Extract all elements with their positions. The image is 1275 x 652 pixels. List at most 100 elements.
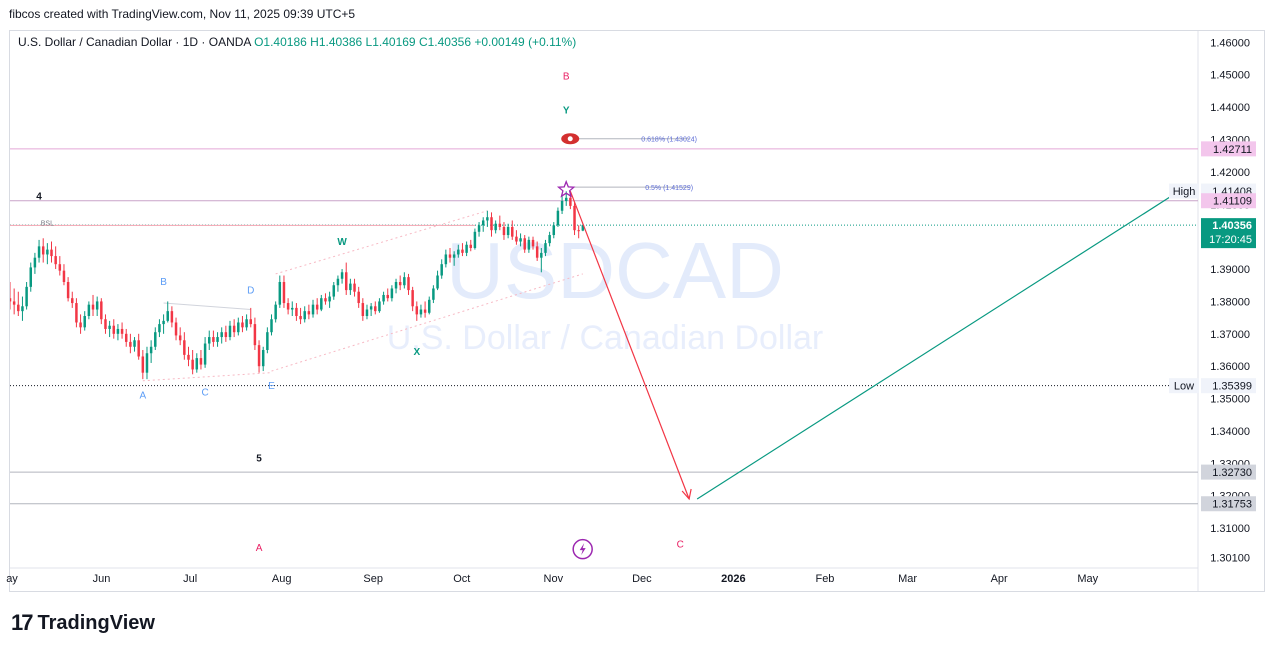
y-tick-label: 1.34000 (1210, 426, 1250, 438)
candle-body (540, 252, 543, 258)
candle-body (154, 332, 157, 347)
candle-body (556, 210, 560, 226)
candle-body (311, 304, 315, 315)
wave-label-13: E (268, 381, 275, 392)
legend-open: O1.40186 (254, 35, 307, 49)
candle-body (257, 345, 261, 367)
candle-body (95, 301, 99, 310)
wave-label-10: B (160, 277, 167, 288)
wave-label-12: D (247, 285, 254, 296)
price-label-box-4 (1201, 378, 1256, 394)
candle-body (469, 244, 473, 248)
projection-down-arrowhead (681, 488, 692, 501)
candle-body (249, 319, 253, 325)
candle-body (10, 298, 12, 302)
x-tick-label: Dec (632, 573, 652, 585)
x-tick-label: Feb (815, 573, 834, 585)
channel-line-0 (275, 210, 488, 275)
price-label-box-6 (1201, 496, 1256, 512)
candle-body (448, 254, 452, 258)
watermark-ticker: USDCAD (446, 226, 784, 315)
candle-body (25, 286, 28, 307)
y-tick-label: 1.42000 (1210, 167, 1250, 179)
candle-body (291, 307, 294, 310)
candle-body (461, 249, 464, 253)
wave-label-2: W (337, 237, 347, 248)
candle-body (162, 320, 165, 325)
legend-close: C1.40356 (418, 35, 471, 49)
candle-body (365, 309, 369, 317)
candle-body (560, 201, 564, 211)
chart-credit: fibcos created with TradingView.com, Nov… (9, 7, 356, 21)
candle-body (419, 309, 423, 315)
price-label-box-3 (1201, 218, 1256, 249)
star-marker-icon (556, 179, 576, 198)
candle-body (415, 306, 419, 315)
candle-body (253, 324, 257, 346)
candle-body (50, 249, 53, 257)
y-tick-label: 1.39000 (1210, 264, 1250, 276)
candle-body (79, 322, 82, 328)
candle-body (170, 311, 174, 323)
candle-body (523, 238, 526, 250)
candle-body (220, 332, 223, 338)
candle-body (527, 239, 531, 250)
candle-body (320, 298, 323, 310)
candle-body (62, 270, 66, 282)
candle-body (361, 303, 365, 317)
x-tick-label: Jun (93, 573, 111, 585)
projection-down-arrow (569, 191, 690, 500)
symbol-legend: U.S. Dollar / Canadian Dollar · 1D · OAN… (18, 35, 576, 49)
candle-body (440, 264, 443, 276)
wave-label-1: Y (563, 106, 570, 117)
brand-name: TradingView (37, 611, 155, 634)
legend-symbol: U.S. Dollar / Canadian Dollar · 1D · OAN… (18, 35, 251, 49)
candle-body (91, 304, 95, 310)
candle-body (486, 217, 489, 221)
candle-body (481, 220, 485, 226)
x-tick-label: Aug (272, 573, 292, 585)
wave-label-5: BSL (41, 220, 54, 227)
candle-body (29, 267, 33, 287)
candle-body (436, 275, 439, 289)
candle-body (232, 325, 236, 333)
candle-body (307, 311, 311, 315)
y-tick-label: 1.37000 (1210, 329, 1250, 341)
candle-body (37, 246, 41, 258)
candle-body (33, 257, 37, 268)
candle-body (564, 197, 568, 202)
price-tag-box-4 (1169, 378, 1199, 394)
candle-body (54, 256, 57, 265)
price-tag-1: High (1173, 186, 1196, 198)
candle-body (444, 254, 448, 265)
candle-body (403, 277, 406, 286)
candle-body (552, 225, 556, 236)
x-tick-label: Oct (453, 573, 470, 585)
eye-marker-pupil (567, 136, 573, 142)
triangle-upper-line (163, 302, 251, 311)
candle-body (328, 296, 331, 302)
candle-body (282, 281, 286, 304)
price-label-box-2 (1201, 193, 1256, 209)
candle-body (124, 333, 128, 342)
price-label-box-0 (1201, 141, 1256, 157)
candle-body (120, 328, 124, 334)
candle-body (315, 304, 319, 310)
candle-body (199, 358, 203, 365)
candle-body (145, 353, 149, 373)
candle-body (336, 278, 340, 286)
candle-body (278, 281, 282, 305)
candle-body (166, 311, 169, 321)
candle-body (569, 197, 572, 206)
price-label-text-2: 1.41109 (1213, 196, 1252, 208)
watermark-name: U.S. Dollar / Canadian Dollar (387, 319, 824, 357)
tradingview-brand[interactable]: 17 TradingView (11, 610, 155, 636)
candle-body (41, 246, 45, 255)
candle-body (374, 306, 377, 312)
candle-body (212, 337, 215, 342)
candle-body (477, 225, 481, 232)
candle-body (178, 335, 182, 341)
candle-body (241, 322, 244, 328)
candle-body (203, 343, 207, 365)
